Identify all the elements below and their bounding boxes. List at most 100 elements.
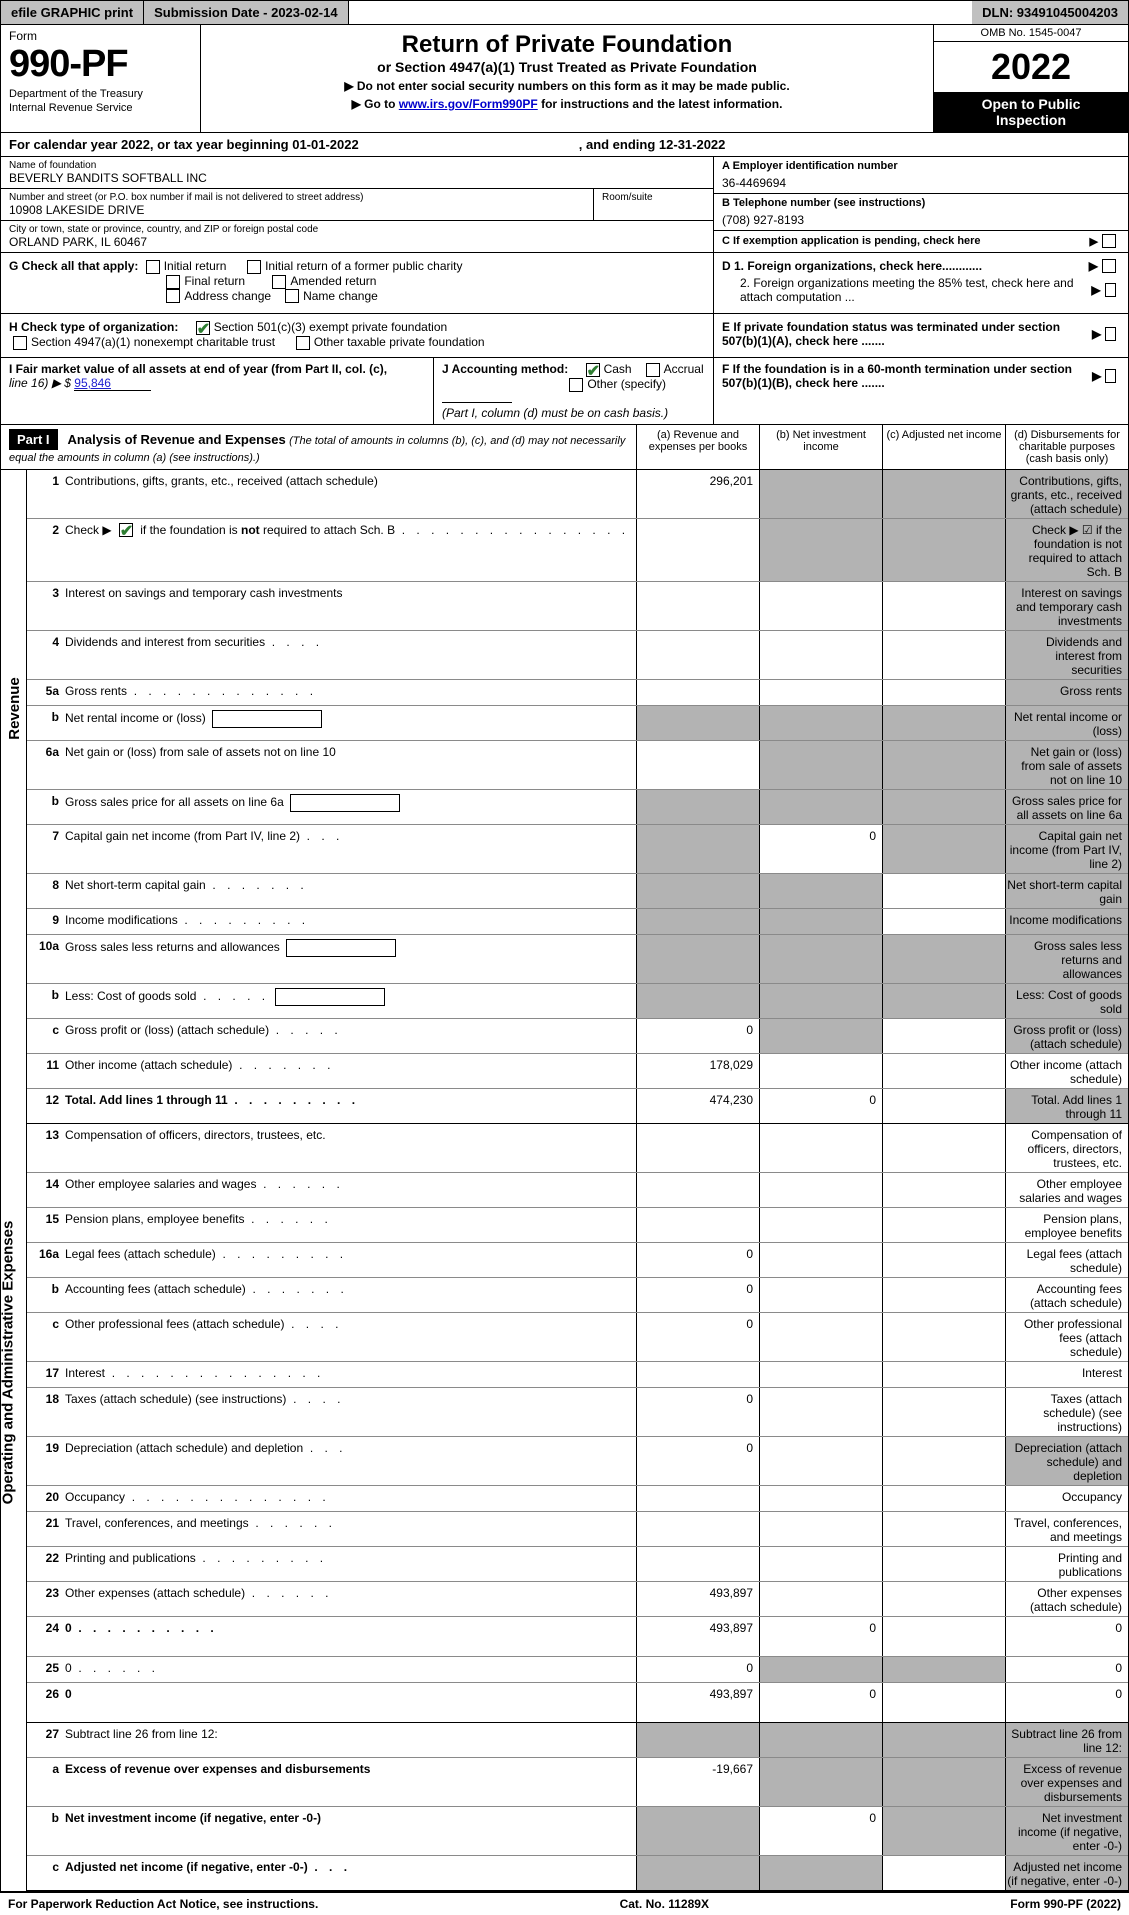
calendar-year-row: For calendar year 2022, or tax year begi… xyxy=(0,133,1129,157)
line-number: 5a xyxy=(27,680,65,705)
cell-col-d: Other income (attach schedule) xyxy=(1005,1054,1128,1088)
checkbox-initial-return[interactable] xyxy=(146,260,160,274)
h-opt-2: Section 4947(a)(1) nonexempt charitable … xyxy=(31,335,275,349)
cell-col-b xyxy=(759,741,882,789)
line-description: Other income (attach schedule) . . . . .… xyxy=(65,1054,636,1088)
cell-col-a: 474,230 xyxy=(636,1089,759,1123)
dln-label: DLN: 93491045004203 xyxy=(972,1,1128,24)
line-number: 7 xyxy=(27,825,65,873)
cell-col-d: Gross sales less returns and allowances xyxy=(1005,935,1128,983)
cell-col-d: Other employee salaries and wages xyxy=(1005,1173,1128,1207)
cell-col-c xyxy=(882,1617,1005,1656)
cell-col-d: Total. Add lines 1 through 11 xyxy=(1005,1089,1128,1123)
cell-col-c xyxy=(882,1486,1005,1511)
d1-label: D 1. Foreign organizations, check here..… xyxy=(722,259,982,273)
line-number: 23 xyxy=(27,1582,65,1616)
table-row: cGross profit or (loss) (attach schedule… xyxy=(27,1019,1128,1054)
line-number: a xyxy=(27,1758,65,1806)
irs-link[interactable]: www.irs.gov/Form990PF xyxy=(399,97,538,111)
cell-col-b xyxy=(759,1362,882,1387)
line-number: c xyxy=(27,1856,65,1890)
line-description: Printing and publications . . . . . . . … xyxy=(65,1547,636,1581)
cell-col-c xyxy=(882,1758,1005,1806)
table-row: 23Other expenses (attach schedule) . . .… xyxy=(27,1582,1128,1617)
col-c-header: (c) Adjusted net income xyxy=(882,425,1005,469)
line-description: Total. Add lines 1 through 11 . . . . . … xyxy=(65,1089,636,1123)
checkbox-final-return[interactable] xyxy=(166,275,180,289)
j-accrual-label: Accrual xyxy=(664,362,704,376)
line-number: 24 xyxy=(27,1617,65,1656)
checkbox-f[interactable] xyxy=(1105,369,1116,383)
checkbox-501c3[interactable] xyxy=(196,321,210,335)
cell-col-c xyxy=(882,1019,1005,1053)
cell-col-a: 493,897 xyxy=(636,1683,759,1722)
checkbox-amended[interactable] xyxy=(272,275,286,289)
id-right: A Employer identification number 36-4469… xyxy=(713,157,1128,252)
checkbox-d2[interactable] xyxy=(1105,283,1116,297)
cell-col-a: 0 xyxy=(636,1313,759,1361)
revenue-text: Revenue xyxy=(6,677,23,740)
checkbox-other-taxable[interactable] xyxy=(296,336,310,350)
cell-col-d: Check ▶ ☑ if the foundation is not requi… xyxy=(1005,519,1128,581)
table-row: 22Printing and publications . . . . . . … xyxy=(27,1547,1128,1582)
line-description: Excess of revenue over expenses and disb… xyxy=(65,1758,636,1806)
line-number: 22 xyxy=(27,1547,65,1581)
line-description: Travel, conferences, and meetings . . . … xyxy=(65,1512,636,1546)
checkbox-address-change[interactable] xyxy=(166,289,180,303)
checkbox-c[interactable] xyxy=(1102,234,1116,248)
instr-2: ▶ Go to www.irs.gov/Form990PF for instru… xyxy=(209,97,925,111)
cell-col-d: Less: Cost of goods sold xyxy=(1005,984,1128,1018)
cell-col-a xyxy=(636,706,759,740)
address-cell: Number and street (or P.O. box number if… xyxy=(1,189,593,221)
line-number: 6a xyxy=(27,741,65,789)
cell-col-a xyxy=(636,1362,759,1387)
cell-col-b xyxy=(759,1512,882,1546)
checkbox-4947a1[interactable] xyxy=(13,336,27,350)
arrow-icon: ▶ xyxy=(1092,327,1101,341)
cell-col-a xyxy=(636,741,759,789)
cell-col-b xyxy=(759,1388,882,1436)
cell-col-c xyxy=(882,519,1005,581)
cell-col-c xyxy=(882,1362,1005,1387)
line-number: 13 xyxy=(27,1124,65,1172)
col-a-header: (a) Revenue and expenses per books xyxy=(636,425,759,469)
line-number: 3 xyxy=(27,582,65,630)
fmv-value[interactable]: 95,846 xyxy=(74,376,151,391)
cell-col-c xyxy=(882,680,1005,705)
cell-col-c xyxy=(882,1723,1005,1757)
cell-col-b xyxy=(759,1657,882,1682)
expenses-text: Operating and Administrative Expenses xyxy=(0,1220,16,1504)
cell-col-b: 0 xyxy=(759,1683,882,1722)
net-rows: 250 . . . . . .00260493,8970027Subtract … xyxy=(27,1657,1128,1891)
checkbox-accrual[interactable] xyxy=(646,363,660,377)
table-row: 17Interest . . . . . . . . . . . . . . .… xyxy=(27,1362,1128,1388)
checkbox-cash[interactable] xyxy=(586,363,600,377)
cell-col-a xyxy=(636,582,759,630)
checkbox-name-change[interactable] xyxy=(285,289,299,303)
cell-col-d: Net rental income or (loss) xyxy=(1005,706,1128,740)
line-description: Gross sales price for all assets on line… xyxy=(65,790,636,824)
expense-rows: 13Compensation of officers, directors, t… xyxy=(27,1124,1128,1657)
cell-col-b xyxy=(759,984,882,1018)
checkbox-initial-former[interactable] xyxy=(247,260,261,274)
checkbox-section-1: G Check all that apply: Initial return I… xyxy=(0,253,1129,314)
g-opt-5: Name change xyxy=(303,289,378,303)
table-row: 250 . . . . . .00 xyxy=(27,1657,1128,1683)
checkbox-d1[interactable] xyxy=(1102,259,1116,273)
j-note: (Part I, column (d) must be on cash basi… xyxy=(442,406,668,420)
cell-col-b xyxy=(759,470,882,518)
arrow-icon: ▶ xyxy=(1091,283,1100,297)
table-row: 21Travel, conferences, and meetings . . … xyxy=(27,1512,1128,1547)
line-description: Net gain or (loss) from sale of assets n… xyxy=(65,741,636,789)
i-label: I Fair market value of all assets at end… xyxy=(9,362,387,376)
checkbox-e[interactable] xyxy=(1105,327,1116,341)
checkbox-other-method[interactable] xyxy=(569,378,583,392)
line-description: Accounting fees (attach schedule) . . . … xyxy=(65,1278,636,1312)
checkbox-sch-b[interactable] xyxy=(119,523,133,537)
cell-col-b xyxy=(759,909,882,934)
phone-value: (708) 927-8193 xyxy=(722,209,1120,227)
table-row: 10aGross sales less returns and allowanc… xyxy=(27,935,1128,984)
irs-label: Internal Revenue Service xyxy=(9,102,192,114)
h-opt-1: Section 501(c)(3) exempt private foundat… xyxy=(214,320,447,334)
g-opt-3: Amended return xyxy=(290,274,376,288)
